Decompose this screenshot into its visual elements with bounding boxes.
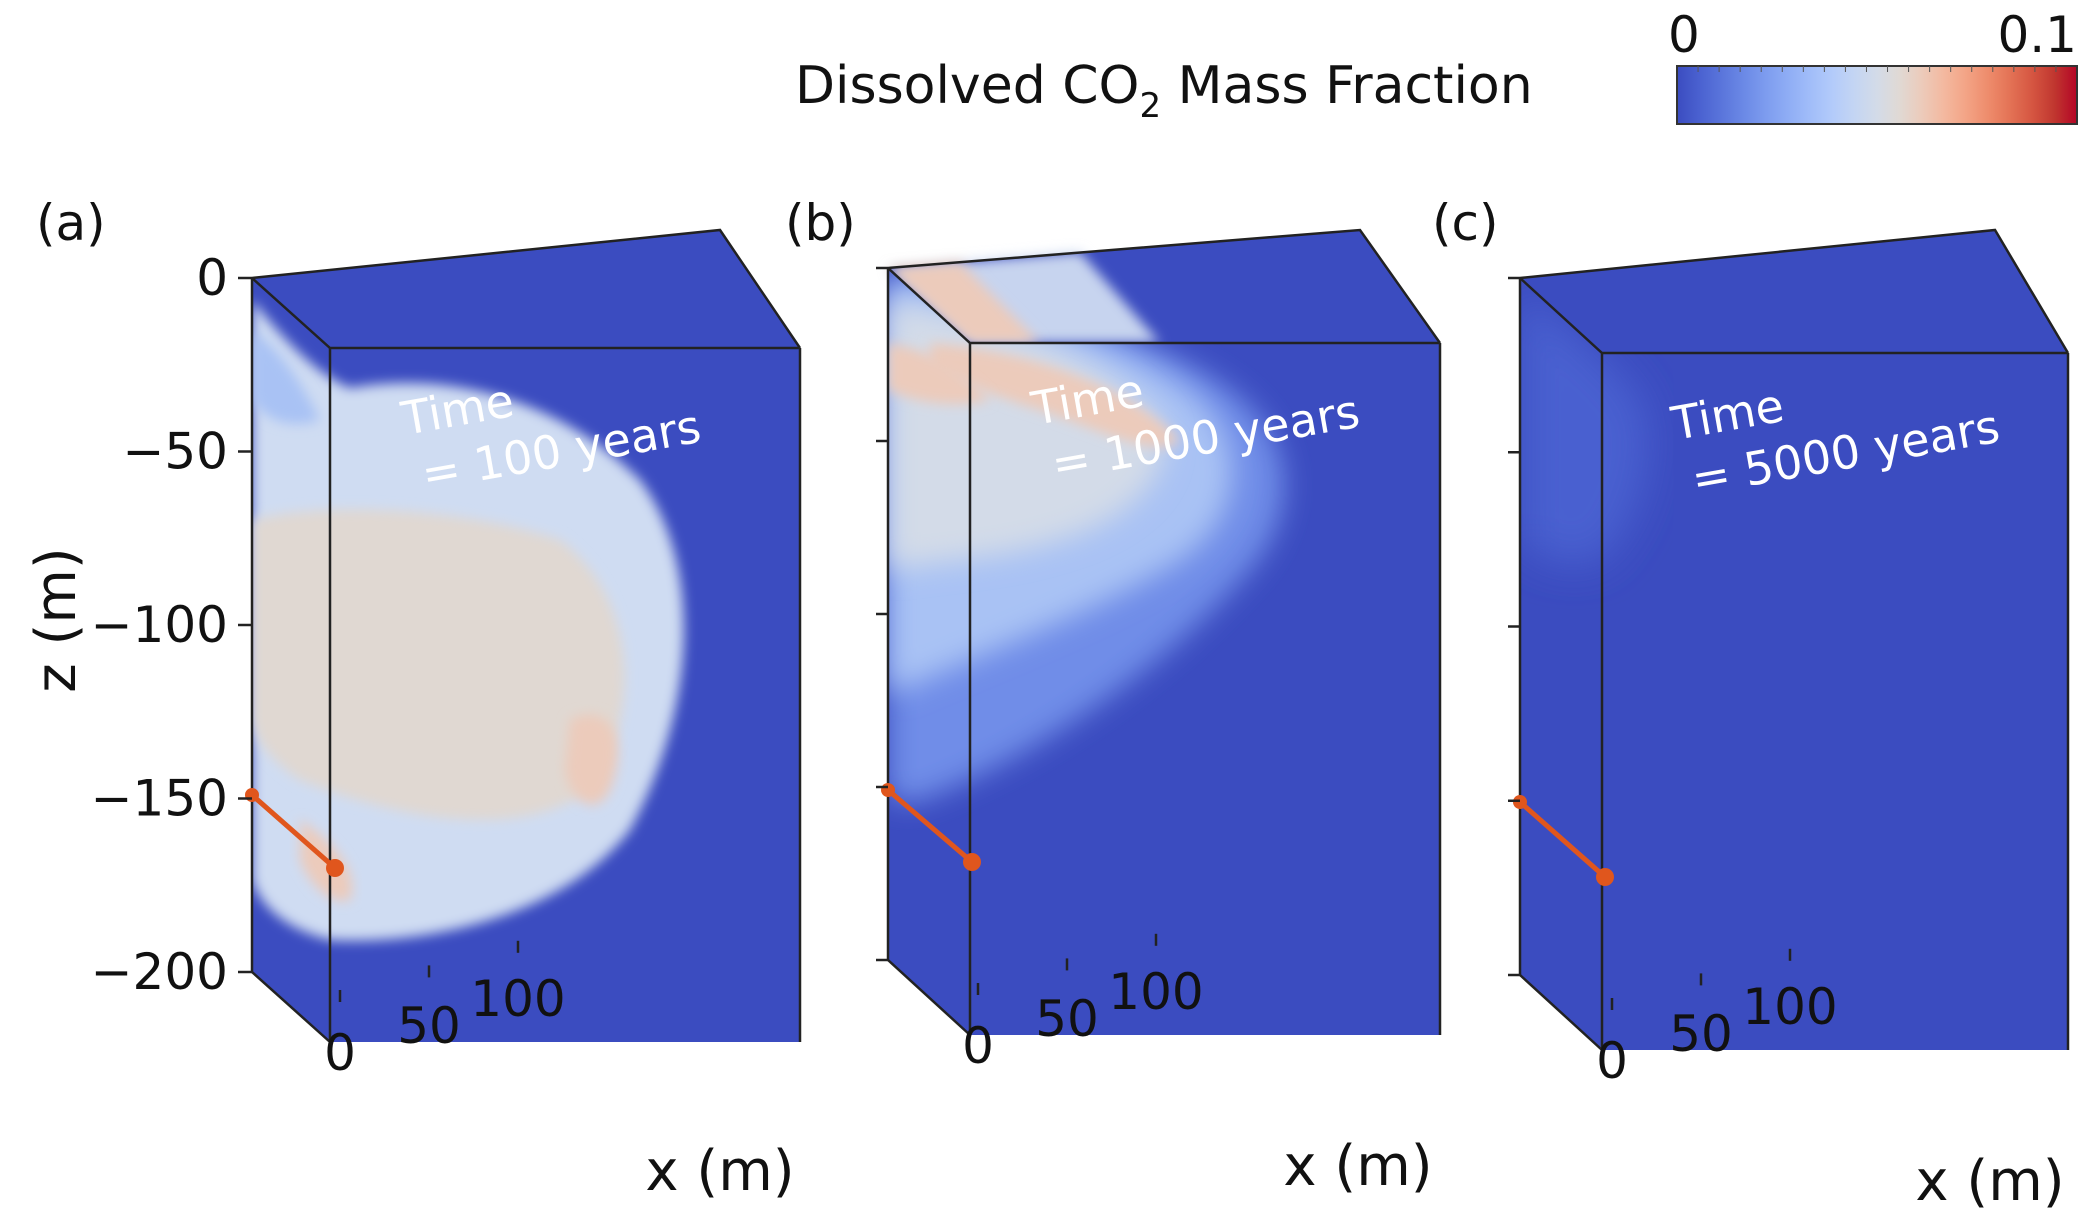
x-tick-label: 100	[470, 970, 565, 1028]
top-face-c	[1520, 230, 2068, 353]
well-line-b	[886, 788, 974, 864]
front-face-c	[1602, 353, 2068, 1050]
x-tick-label: 50	[1035, 990, 1099, 1048]
y-tick-label: −150	[91, 770, 228, 828]
y-axis-ticks: 0 −50 −100 −150 −200	[91, 249, 252, 1001]
x-tick-label: 0	[324, 1024, 356, 1082]
x-axis-label: x (m)	[1283, 1134, 1432, 1199]
well-bottom-b	[963, 853, 981, 871]
top-face-a	[252, 230, 800, 348]
x-tick-label: 100	[1742, 978, 1837, 1036]
plume-top-b	[888, 252, 1160, 343]
x-axis-label: x (m)	[645, 1139, 794, 1204]
x-axis-label: x (m)	[1915, 1149, 2064, 1214]
y-tick-label: −50	[122, 423, 228, 481]
x-tick-label: 0	[1596, 1032, 1628, 1090]
panel-c: (c) Time = 5000 years	[1432, 194, 2070, 1051]
well-bottom-a	[326, 859, 344, 877]
y-tick-label: −200	[91, 943, 228, 1001]
well-top-b	[881, 783, 895, 797]
colorbar: Dissolved CO2 Mass Fraction 0 0.1	[795, 6, 2078, 126]
y-tick-label: −100	[91, 596, 228, 654]
x-tick-label: 50	[397, 997, 461, 1055]
panel-label-a: (a)	[36, 194, 106, 252]
y-tick-label: 0	[196, 249, 228, 307]
y-axis: z (m) 0 −50 −100 −150 −200	[24, 249, 252, 1001]
well-line-a	[250, 793, 337, 870]
colorbar-title: Dissolved CO2 Mass Fraction	[795, 56, 1533, 126]
panel-a: (a) Time = 100 years	[36, 194, 802, 1043]
plume-b	[888, 268, 1284, 802]
plume-a	[252, 300, 684, 941]
x-tick-label: 50	[1669, 1005, 1733, 1063]
panel-b: (b) Time = 1000 years	[785, 194, 1442, 1036]
colorbar-max-label: 0.1	[1997, 6, 2077, 64]
colorbar-ticks	[1697, 66, 2057, 72]
well-bottom-c	[1596, 868, 1614, 886]
colorbar-min-label: 0	[1668, 6, 1700, 64]
colorbar-bar	[1676, 65, 2078, 125]
side-ticks	[876, 266, 1520, 977]
well-top-a	[245, 788, 259, 802]
well-line-c	[1518, 800, 1607, 879]
x-tick-label: 0	[962, 1017, 994, 1075]
plume-c	[1520, 290, 1648, 564]
panel-label-c: (c)	[1432, 194, 1499, 252]
y-axis-label: z (m)	[24, 547, 89, 692]
x-tick-label: 100	[1108, 963, 1203, 1021]
panel-label-b: (b)	[785, 194, 856, 252]
